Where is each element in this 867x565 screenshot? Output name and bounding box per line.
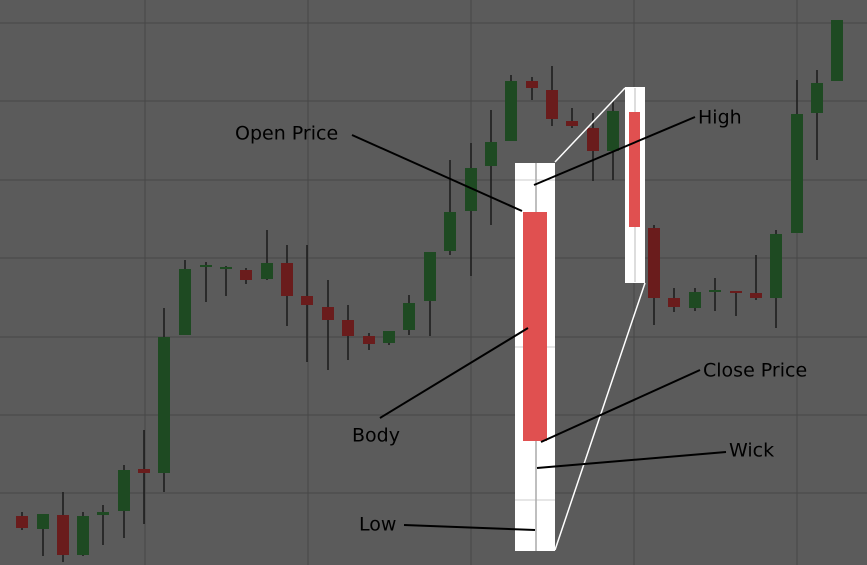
pointer — [379, 327, 529, 419]
candle-body — [403, 303, 415, 330]
candle-body — [281, 263, 293, 296]
candle-body — [648, 228, 660, 298]
candle-body — [730, 291, 742, 293]
candle-body — [16, 516, 28, 528]
candle-body — [220, 267, 232, 269]
candle-body — [342, 320, 354, 336]
candle-body — [97, 512, 109, 515]
candle-body — [546, 90, 558, 119]
candle-body — [770, 234, 782, 298]
candle-body — [791, 114, 803, 233]
candle-body — [240, 270, 252, 280]
candle-body — [37, 514, 49, 529]
candle-body — [750, 293, 762, 298]
label: Open Price — [235, 123, 338, 145]
label: High — [698, 107, 742, 129]
pointer — [540, 369, 701, 443]
label: Body — [352, 425, 400, 447]
candles — [16, 20, 843, 562]
candle-body — [383, 331, 395, 343]
candle-body — [629, 112, 640, 227]
label: Low — [359, 514, 396, 536]
candle-body — [689, 292, 701, 308]
candle-body — [158, 337, 170, 473]
candle-body — [587, 128, 599, 151]
pointer — [533, 116, 696, 186]
label: Close Price — [703, 360, 807, 382]
candle-body — [607, 111, 619, 151]
candle-body — [668, 298, 680, 307]
pointer — [536, 451, 727, 469]
candle-body — [444, 212, 456, 251]
candle-body — [566, 121, 578, 126]
candle-body — [138, 469, 150, 473]
zoom-line — [554, 282, 646, 551]
candle-body — [523, 212, 547, 441]
zoom-line — [554, 87, 626, 163]
candle-body — [179, 269, 191, 335]
candle-body — [200, 265, 212, 267]
candle-body — [301, 296, 313, 305]
candle-body — [526, 81, 538, 88]
candle-body — [261, 263, 273, 279]
candle-body — [465, 168, 477, 211]
candle-body — [709, 290, 721, 292]
pointer — [403, 524, 536, 531]
candle-body — [322, 307, 334, 320]
candle-body — [77, 516, 89, 555]
candle-body — [363, 336, 375, 344]
candle-body — [485, 142, 497, 166]
candle-body — [505, 81, 517, 141]
candle-body — [57, 515, 69, 555]
label: Wick — [729, 440, 774, 462]
candle-body — [118, 470, 130, 511]
candle-body — [811, 83, 823, 113]
pointer — [351, 134, 523, 212]
candle-body — [831, 20, 843, 81]
candle-body — [424, 252, 436, 301]
